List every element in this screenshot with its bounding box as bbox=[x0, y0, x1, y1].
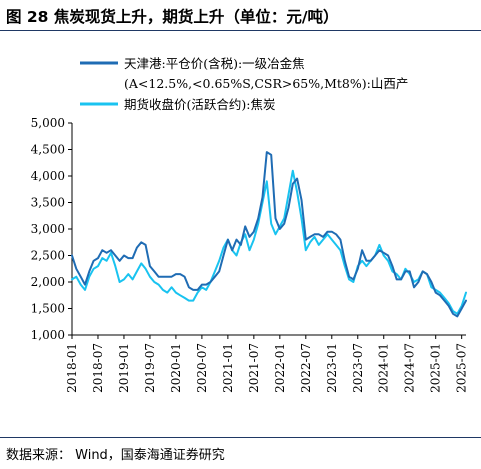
y-tick-label: 1,500 bbox=[31, 302, 65, 316]
x-tick-label: 2023-07 bbox=[351, 343, 365, 393]
coke-price-chart: 天津港:平仓价(含税):一级冶金焦 (A<12.5%,<0.65%S,CSR>6… bbox=[31, 56, 469, 393]
y-tick-label: 3,500 bbox=[31, 196, 65, 210]
x-tick-label: 2023-01 bbox=[325, 343, 339, 393]
y-tick-label: 1,000 bbox=[31, 328, 65, 342]
x-tick-label: 2024-07 bbox=[403, 343, 417, 393]
x-tick-label: 2022-01 bbox=[273, 343, 287, 393]
y-tick-label: 5,000 bbox=[31, 116, 65, 130]
x-tick-label: 2020-07 bbox=[195, 343, 209, 393]
x-tick-label: 2025-07 bbox=[455, 343, 469, 393]
figure-title: 图 28 焦炭现货上升，期货上升（单位：元/吨） bbox=[6, 8, 339, 26]
legend-label-spot-line1: 天津港:平仓价(含税):一级冶金焦 bbox=[124, 56, 305, 71]
x-tick-label: 2025-01 bbox=[429, 343, 443, 393]
legend-label-futures: 期货收盘价(活跃合约):焦炭 bbox=[124, 97, 275, 112]
x-tick-label: 2020-01 bbox=[169, 343, 183, 393]
legend: 天津港:平仓价(含税):一级冶金焦 (A<12.5%,<0.65%S,CSR>6… bbox=[80, 56, 408, 112]
top-rule bbox=[0, 30, 481, 31]
y-tick-label: 3,000 bbox=[31, 222, 65, 236]
y-tick-label: 2,500 bbox=[31, 249, 65, 263]
legend-label-spot-line2: (A<12.5%,<0.65%S,CSR>65%,Mt8%):山西产 bbox=[124, 76, 408, 91]
x-tick-label: 2021-01 bbox=[221, 343, 235, 393]
axes: 1,000 1,500 2,000 2,500 3,000 3,500 4,000 4,500… bbox=[31, 116, 469, 393]
x-tick-label: 2024-01 bbox=[377, 343, 391, 393]
y-tick-label: 4,500 bbox=[31, 143, 65, 157]
series-lines bbox=[71, 151, 467, 318]
x-tick-label: 2019-01 bbox=[117, 343, 131, 393]
series-line-spot bbox=[71, 151, 467, 318]
y-tick-label: 2,000 bbox=[31, 275, 65, 289]
x-tick-label: 2019-07 bbox=[143, 343, 157, 393]
x-tick-label: 2021-07 bbox=[247, 343, 261, 393]
x-tick-label: 2022-07 bbox=[299, 343, 313, 393]
bottom-rule bbox=[0, 437, 481, 438]
x-tick-label: 2018-07 bbox=[91, 343, 105, 393]
series-line-futures bbox=[71, 169, 467, 315]
y-tick-label: 4,000 bbox=[31, 169, 65, 183]
x-tick-label: 2018-01 bbox=[65, 343, 79, 393]
source-note: 数据来源： Wind，国泰海通证券研究 bbox=[6, 448, 225, 463]
